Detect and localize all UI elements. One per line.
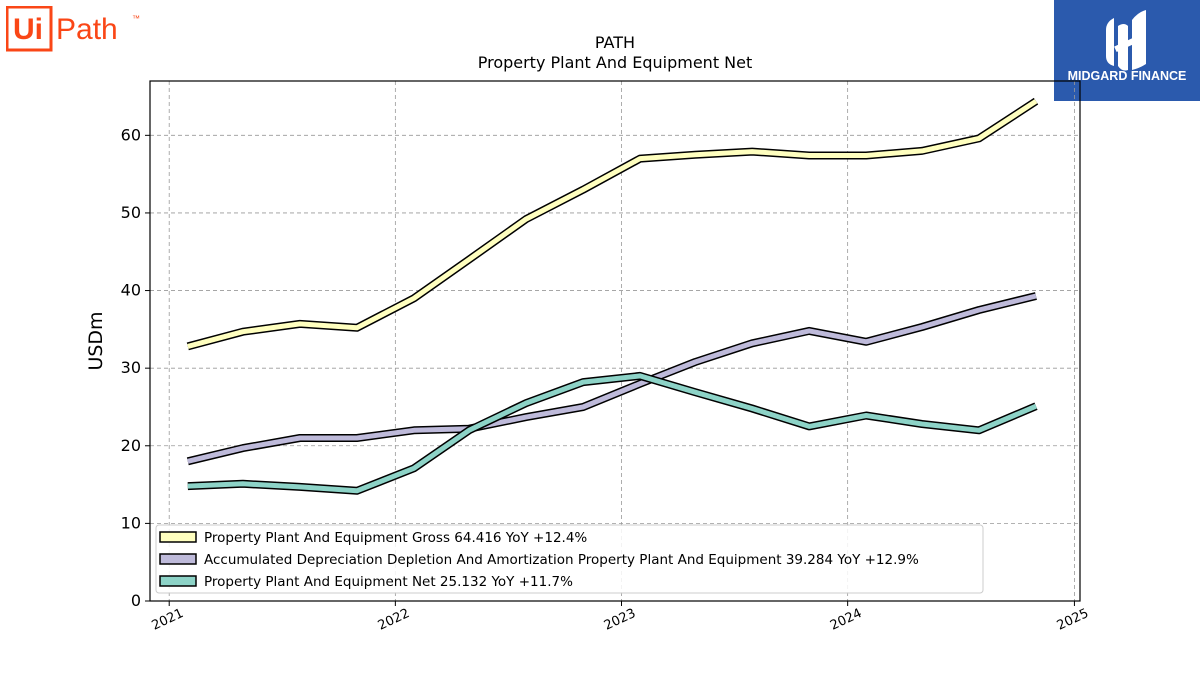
chart-title: PATH: [595, 33, 635, 52]
legend-swatch-1: [159, 553, 197, 565]
series-lines: [186, 97, 1039, 495]
series-line-2: [187, 373, 1037, 494]
logo-text-path: Path: [56, 13, 118, 46]
chart-subtitle: Property Plant And Equipment Net: [478, 53, 753, 72]
grid: [150, 81, 1080, 602]
y-tick-label: 10: [121, 513, 141, 532]
plot-frame: [149, 80, 1081, 602]
series-line-1: [187, 293, 1037, 464]
legend-label-0: Property Plant And Equipment Gross 64.41…: [204, 530, 587, 546]
logo-box: [5, 5, 53, 52]
series-outline-0: [186, 97, 1039, 351]
legend-label-1: Accumulated Depreciation Depletion And A…: [204, 552, 919, 568]
y-tick-label: 50: [121, 203, 141, 222]
x-tick-label: 2022: [376, 606, 412, 634]
y-axis-label: USDm: [85, 311, 107, 370]
logo-text-ui: Ui: [13, 13, 43, 46]
legend-swatch-2: [159, 575, 197, 587]
series-line-0: [187, 99, 1038, 349]
y-tick-label: 40: [121, 281, 141, 300]
x-tick-label: 2024: [828, 606, 864, 634]
x-tick-label: 2025: [1055, 606, 1091, 634]
uipath-logo: Ui Path ™: [5, 5, 146, 52]
midgard-emblem-icon: [1106, 10, 1146, 71]
midgard-finance-logo: MIDGARD FINANCE: [1054, 0, 1200, 101]
legend: Property Plant And Equipment Gross 64.41…: [155, 524, 984, 594]
y-tick-label: 20: [121, 436, 141, 455]
legend-swatch-0: [159, 531, 197, 543]
y-tick-label: 0: [131, 591, 141, 610]
y-tick-label: 60: [121, 125, 141, 144]
x-tick-label: 2023: [602, 606, 638, 634]
legend-box: [155, 524, 984, 594]
x-tick-label: 2021: [150, 606, 186, 634]
y-tick-label: 30: [121, 358, 141, 377]
midgard-logo-text: MIDGARD FINANCE: [1068, 69, 1187, 83]
legend-label-2: Property Plant And Equipment Net 25.132 …: [204, 574, 573, 590]
logo-tm: ™: [132, 14, 140, 23]
